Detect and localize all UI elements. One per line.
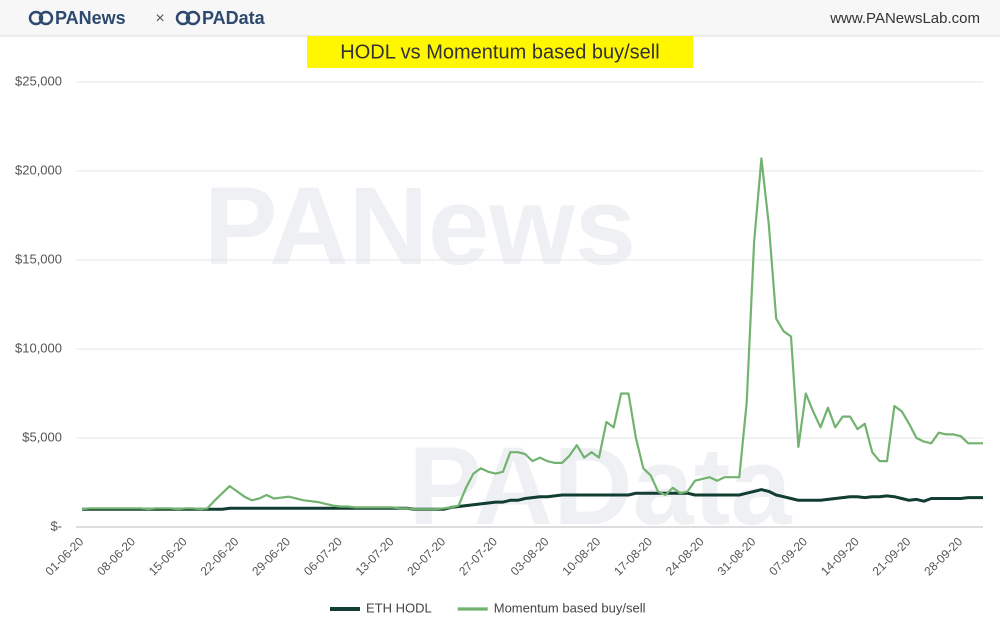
- x-tick-label: 13-07-20: [353, 534, 397, 578]
- chart-title: HODL vs Momentum based buy/sell: [340, 41, 659, 63]
- x-tick-label: 15-06-20: [146, 534, 190, 578]
- brand-separator: ×: [155, 10, 164, 27]
- site-url: www.PANewsLab.com: [829, 10, 980, 27]
- x-tick-label: 28-09-20: [921, 534, 965, 578]
- watermark: PANews: [204, 165, 636, 288]
- x-tick-label: 06-07-20: [301, 534, 345, 578]
- brand-right: PAData: [202, 8, 266, 28]
- x-tick-label: 21-09-20: [870, 534, 914, 578]
- x-tick-label: 01-06-20: [42, 534, 86, 578]
- series-line: [82, 488, 983, 511]
- logo-icon: [28, 10, 201, 26]
- series-line: [81, 157, 983, 511]
- y-tick-label: $10,000: [15, 340, 62, 355]
- legend-label: Momentum based buy/sell: [494, 600, 646, 615]
- y-tick-label: $-: [50, 518, 62, 533]
- x-tick-label: 14-09-20: [818, 534, 862, 578]
- x-tick-label: 29-06-20: [249, 534, 293, 578]
- y-tick-label: $15,000: [15, 251, 62, 266]
- legend-label: ETH HODL: [366, 600, 432, 615]
- y-tick-label: $5,000: [22, 429, 62, 444]
- y-tick-label: $25,000: [15, 73, 62, 88]
- title-highlight: [307, 36, 693, 68]
- x-tick-label: 08-06-20: [94, 534, 138, 578]
- y-tick-label: $20,000: [15, 162, 62, 177]
- header-band: [0, 0, 1000, 36]
- x-tick-label: 22-06-20: [198, 534, 242, 578]
- brand-left: PANews: [55, 8, 126, 28]
